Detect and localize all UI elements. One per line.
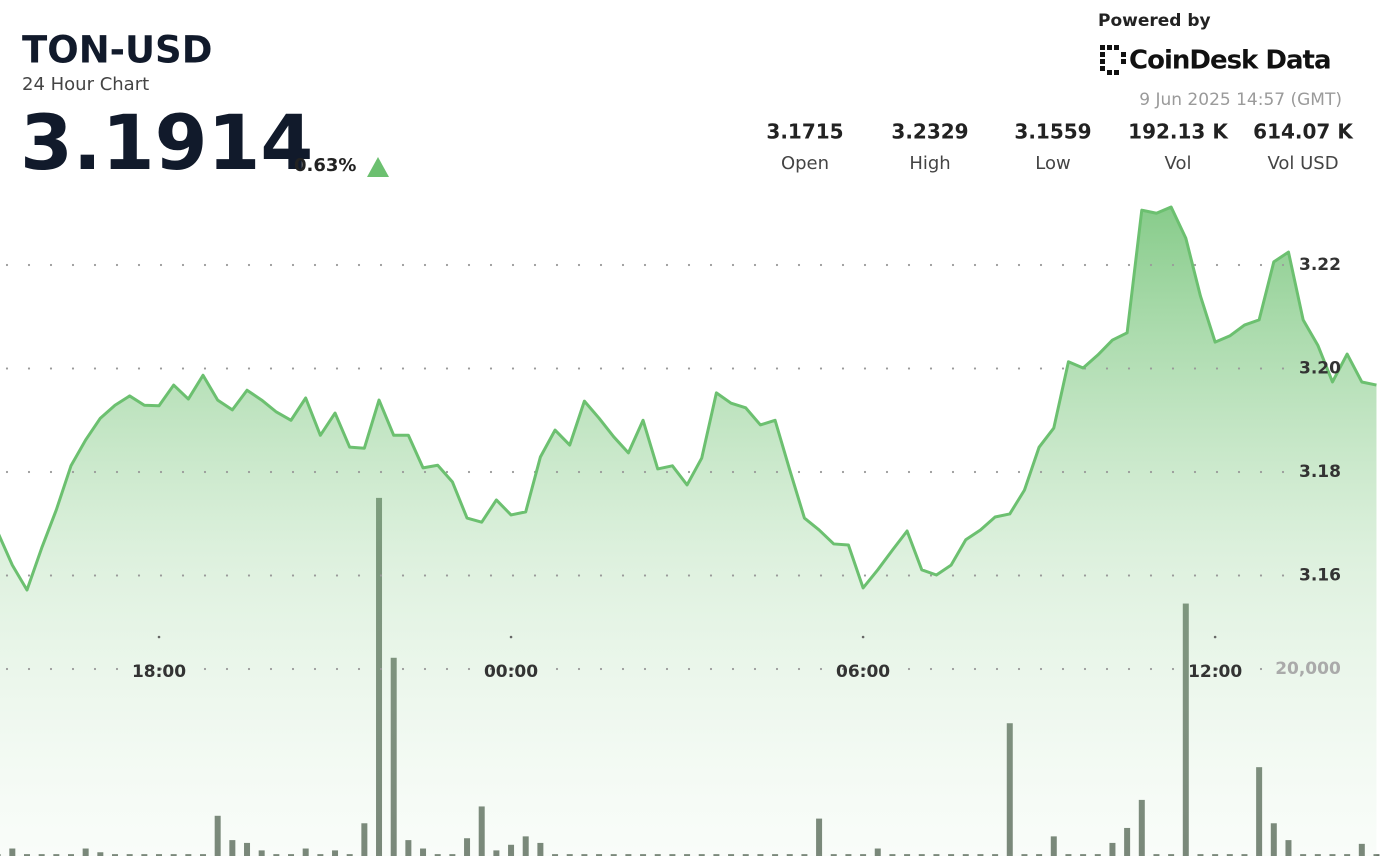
stat-label: Vol xyxy=(1165,153,1192,174)
x-tick-mark xyxy=(157,635,161,639)
brand-logo xyxy=(1100,45,1126,75)
price-area-fill xyxy=(0,207,1377,856)
header: TON-USD 24 Hour Chart 3.1914 0.63% Power… xyxy=(20,11,1354,187)
up-arrow xyxy=(367,157,389,177)
stat-value: 3.2329 xyxy=(891,120,968,144)
price-change: 0.63% xyxy=(294,155,356,176)
grid xyxy=(5,263,1292,671)
stat-label: Low xyxy=(1035,153,1070,174)
price-line xyxy=(0,205,1377,592)
x-tick-mark xyxy=(861,635,865,639)
stat-label: Open xyxy=(781,153,829,174)
plot-area: 3.16 3.18 3.20 3.22 20,000 18:00 00:00 06:00 12:… xyxy=(0,205,1380,856)
powered-by: Powered by xyxy=(1098,11,1211,31)
price-area xyxy=(0,207,1377,856)
axis-labels: 3.16 3.18 3.20 3.22 20,000 18:00 00:00 06:00 12:… xyxy=(132,255,1341,682)
chart-title: TON-USD xyxy=(22,29,212,72)
price-line xyxy=(0,205,1377,592)
stat-value: 3.1559 xyxy=(1014,120,1091,144)
x-tick-label: 00:00 xyxy=(484,662,538,682)
y-tick-label: 3.16 xyxy=(1299,566,1341,586)
brand-name: CoinDesk Data xyxy=(1129,46,1331,76)
y-tick-label: 3.20 xyxy=(1299,359,1341,379)
stat-value: 192.13 K xyxy=(1128,120,1229,144)
y-tick-label: 3.22 xyxy=(1299,255,1341,275)
x-tick-label: 18:00 xyxy=(132,662,186,682)
current-price: 3.1914 xyxy=(20,98,313,187)
stat-value: 3.1715 xyxy=(766,120,843,144)
x-tick-mark xyxy=(509,635,513,639)
stat-label: Vol USD xyxy=(1267,153,1338,174)
y2-tick-label: 20,000 xyxy=(1275,659,1341,679)
x-tick-mark xyxy=(1213,635,1217,639)
stat-label: High xyxy=(909,153,950,174)
x-tick-label: 06:00 xyxy=(836,662,890,682)
x-tick-label: 12:00 xyxy=(1188,662,1242,682)
timestamp: 9 Jun 2025 14:57 (GMT) xyxy=(1139,90,1342,110)
y-tick-label: 3.18 xyxy=(1299,462,1341,482)
chart-subtitle: 24 Hour Chart xyxy=(22,74,149,95)
stat-value: 614.07 K xyxy=(1253,120,1354,144)
